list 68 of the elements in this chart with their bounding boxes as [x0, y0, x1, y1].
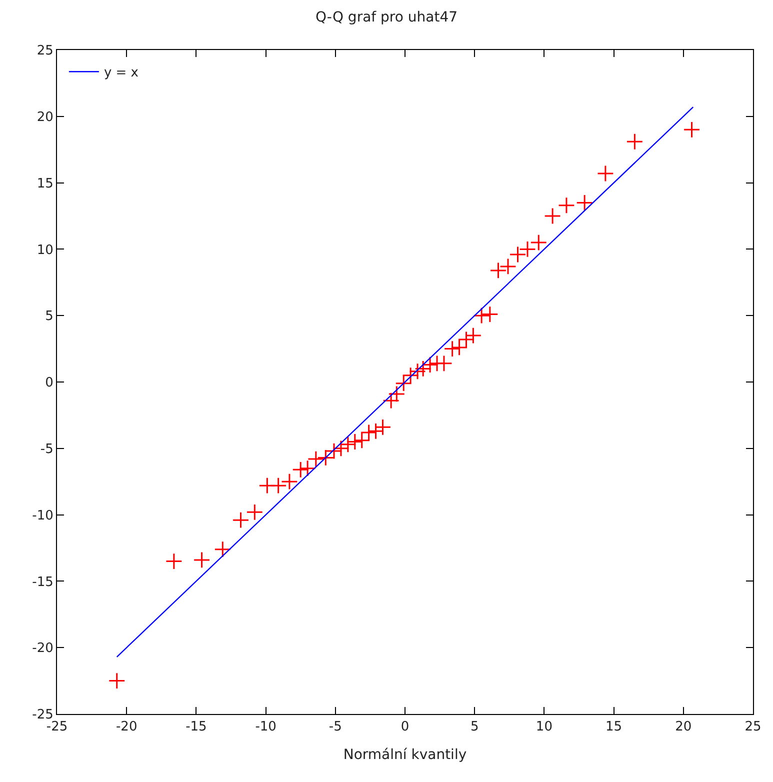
- point: [307, 450, 324, 468]
- x-tick-label: -15: [186, 720, 207, 735]
- point: [270, 477, 287, 494]
- point: [444, 340, 461, 358]
- point: [339, 436, 356, 453]
- y-tick-label: 25: [36, 44, 54, 59]
- point: [382, 392, 400, 410]
- point: [367, 422, 384, 440]
- point: [490, 262, 507, 279]
- point: [626, 133, 644, 150]
- point: [519, 240, 536, 258]
- x-axis-title: Normální kvantily: [343, 746, 467, 763]
- y-tick-label: 15: [36, 176, 54, 192]
- point: [473, 307, 490, 324]
- point: [165, 552, 182, 570]
- point: [576, 194, 594, 212]
- point: [414, 360, 432, 378]
- point: [509, 246, 526, 263]
- point: [346, 433, 364, 450]
- x-tick-label: 10: [536, 720, 552, 735]
- point: [597, 165, 614, 182]
- y-tick-label: 5: [45, 309, 54, 324]
- point: [450, 339, 468, 356]
- point: [317, 449, 334, 466]
- y-tick-label: -25: [32, 708, 54, 723]
- y-tick-label: -5: [40, 442, 54, 457]
- point: [388, 386, 406, 402]
- point: [232, 512, 250, 529]
- x-tick-label: -20: [116, 720, 138, 735]
- point: [402, 366, 420, 384]
- y-tick-label: -10: [32, 508, 54, 524]
- x-tick-label: 20: [675, 720, 692, 735]
- chart-title: Q-Q graf pro uhat47: [315, 10, 458, 26]
- y-tick-label: 10: [36, 242, 54, 258]
- y-tick-label: 0: [45, 376, 54, 391]
- y-tick-label: -15: [32, 574, 54, 590]
- point: [436, 354, 452, 372]
- point: [292, 461, 310, 478]
- point: [500, 258, 516, 275]
- point: [481, 306, 498, 323]
- point: [683, 121, 700, 138]
- x-tick-label: 0: [400, 720, 410, 735]
- point: [422, 356, 439, 374]
- x-tick-label: -10: [255, 720, 276, 735]
- y-tick-label: 20: [36, 110, 54, 125]
- point: [108, 672, 126, 690]
- point: [458, 331, 475, 348]
- point: [558, 196, 575, 214]
- point: [395, 374, 412, 392]
- x-tick-label: -5: [328, 720, 342, 735]
- legend-label: y = x: [104, 66, 139, 81]
- point: [193, 552, 210, 568]
- point: [544, 208, 561, 224]
- point: [326, 442, 342, 460]
- x-tick-label: 5: [470, 720, 479, 735]
- point: [360, 424, 378, 441]
- point: [299, 460, 316, 477]
- x-tick-label: 25: [744, 720, 762, 735]
- point: [374, 418, 392, 436]
- point: [530, 234, 548, 252]
- point: [409, 362, 426, 380]
- point: [353, 432, 370, 449]
- x-tick-label: 15: [606, 720, 622, 735]
- point: [214, 540, 232, 558]
- y-tick-label: -20: [32, 641, 54, 656]
- point: [281, 473, 298, 490]
- point: [332, 440, 350, 457]
- point: [246, 504, 264, 521]
